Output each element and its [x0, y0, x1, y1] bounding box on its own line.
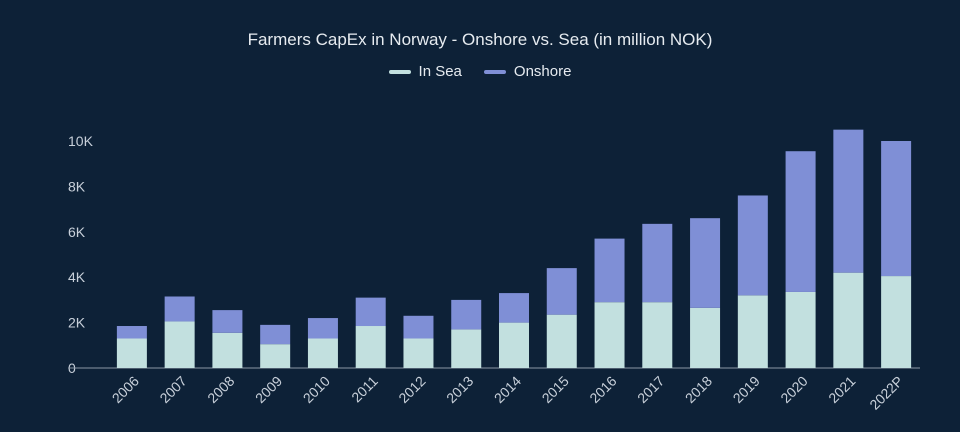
y-tick-label-1: 2K — [68, 315, 86, 331]
bar-onshore-2010 — [307, 318, 338, 339]
chart-title: Farmers CapEx in Norway - Onshore vs. Se… — [247, 30, 713, 49]
bar-onshore-2012 — [403, 315, 434, 339]
bar-in-sea-2011 — [355, 326, 386, 368]
x-tick-label-2007: 2007 — [156, 373, 189, 406]
x-tick-label-2012: 2012 — [395, 373, 428, 406]
x-tick-label-2016: 2016 — [586, 373, 619, 406]
bar-in-sea-2008 — [212, 332, 243, 368]
bar-onshore-2007 — [164, 296, 195, 322]
bar-in-sea-2012 — [403, 338, 434, 368]
x-tick-label-2010: 2010 — [300, 373, 333, 406]
bar-onshore-2017 — [642, 223, 673, 303]
x-tick-label-2014: 2014 — [491, 373, 524, 406]
bar-in-sea-2009 — [260, 344, 291, 368]
legend-swatch-onshore — [483, 69, 506, 74]
bar-in-sea-2019 — [737, 295, 768, 368]
x-tick-label-2006: 2006 — [109, 373, 142, 406]
bar-in-sea-2007 — [164, 321, 195, 368]
bar-onshore-2008 — [212, 310, 243, 333]
y-tick-label-2: 4K — [68, 269, 86, 285]
bar-onshore-2009 — [260, 324, 291, 345]
x-tick-label-2013: 2013 — [443, 373, 476, 406]
legend: In Sea Onshore — [0, 63, 960, 80]
bar-onshore-2015 — [546, 268, 577, 315]
legend-swatch-in-sea — [388, 69, 411, 74]
legend-item-in-sea: In Sea — [388, 63, 462, 80]
bar-onshore-2018 — [690, 218, 721, 308]
x-tick-label-2017: 2017 — [634, 373, 667, 406]
x-tick-label-2009: 2009 — [252, 373, 285, 406]
bar-in-sea-2013 — [451, 329, 482, 368]
bar-onshore-2021 — [833, 129, 864, 273]
bar-in-sea-2016 — [594, 302, 625, 368]
y-tick-label-5: 10K — [68, 133, 94, 149]
y-tick-label-4: 8K — [68, 178, 86, 194]
bar-in-sea-2018 — [690, 307, 721, 368]
bar-in-sea-2017 — [642, 302, 673, 368]
bar-in-sea-2014 — [499, 322, 529, 368]
legend-item-onshore: Onshore — [483, 63, 572, 80]
bar-onshore-2022P — [881, 141, 912, 277]
bar-onshore-2020 — [785, 151, 816, 292]
bar-in-sea-2022P — [881, 276, 912, 368]
legend-label-in-sea: In Sea — [418, 63, 462, 80]
x-tick-label-2019: 2019 — [730, 373, 763, 406]
bar-in-sea-2006 — [116, 338, 147, 368]
x-tick-label-2020: 2020 — [777, 373, 810, 406]
bar-onshore-2014 — [499, 293, 529, 323]
bar-onshore-2016 — [594, 238, 625, 303]
bar-in-sea-2020 — [785, 291, 816, 368]
bar-onshore-2019 — [737, 195, 768, 296]
x-tick-label-2008: 2008 — [204, 373, 237, 406]
bar-in-sea-2010 — [307, 338, 338, 368]
x-tick-label-2011: 2011 — [348, 373, 381, 406]
x-tick-label-2018: 2018 — [682, 373, 715, 406]
x-tick-label-2022P: 2022P — [866, 373, 906, 413]
bar-onshore-2013 — [451, 299, 482, 330]
bar-in-sea-2021 — [833, 272, 864, 368]
legend-label-onshore: Onshore — [513, 63, 572, 80]
y-tick-label-3: 6K — [68, 224, 86, 240]
bar-onshore-2011 — [355, 297, 386, 327]
bar-in-sea-2015 — [546, 314, 577, 368]
x-tick-label-2021: 2021 — [825, 373, 858, 406]
x-tick-label-2015: 2015 — [539, 373, 572, 406]
bar-onshore-2006 — [116, 326, 147, 339]
